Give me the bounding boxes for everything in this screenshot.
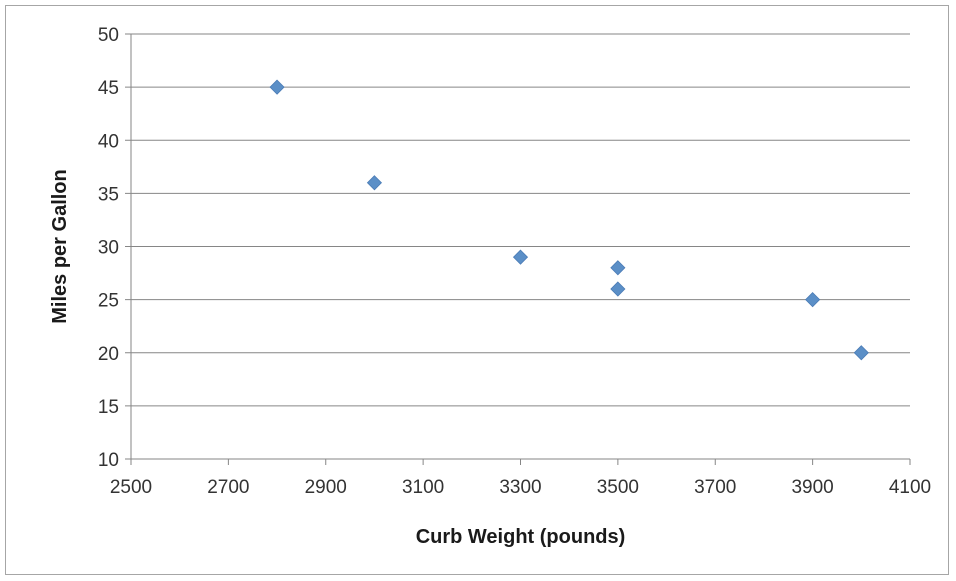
x-tick-label: 2500 bbox=[110, 477, 152, 498]
axes bbox=[130, 34, 910, 460]
x-tick-label: 3100 bbox=[402, 477, 444, 498]
y-tick-label: 25 bbox=[98, 291, 119, 312]
y-tick-label: 45 bbox=[98, 78, 119, 99]
data-point bbox=[269, 79, 285, 95]
tick-labels: 10 15 20 25 30 35 40 45 50 2500 2700 2900 3100 3300 35… bbox=[98, 25, 931, 498]
data-point bbox=[853, 345, 869, 361]
x-tick-label: 2700 bbox=[207, 477, 249, 498]
chart-area bbox=[5, 5, 949, 575]
data-points bbox=[269, 79, 869, 361]
y-tick-label: 30 bbox=[98, 238, 119, 259]
gridlines bbox=[125, 33, 911, 465]
data-point bbox=[366, 175, 383, 191]
x-tick-label: 2900 bbox=[305, 477, 347, 498]
data-point bbox=[610, 260, 626, 276]
y-tick-label: 15 bbox=[98, 397, 119, 418]
data-point bbox=[610, 281, 626, 297]
y-tick-label: 20 bbox=[98, 344, 119, 365]
data-point bbox=[805, 292, 821, 308]
y-tick-label: 40 bbox=[98, 131, 119, 152]
data-point bbox=[512, 249, 529, 265]
y-tick-label: 35 bbox=[98, 184, 119, 205]
y-tick-label: 10 bbox=[98, 450, 119, 471]
x-tick-label: 3700 bbox=[694, 477, 736, 498]
x-tick-label: 3300 bbox=[499, 477, 541, 498]
y-axis-title: Miles per Gallon bbox=[49, 169, 71, 323]
x-axis-title: Curb Weight (pounds) bbox=[416, 526, 626, 548]
x-tick-label: 3900 bbox=[791, 477, 833, 498]
x-tick-label: 3500 bbox=[597, 477, 639, 498]
y-tick-label: 50 bbox=[98, 25, 119, 46]
x-tick-label: 4100 bbox=[889, 477, 931, 498]
